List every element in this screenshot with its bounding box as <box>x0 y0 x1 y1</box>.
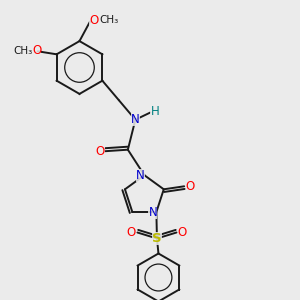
Text: CH₃: CH₃ <box>99 15 119 26</box>
Text: O: O <box>32 44 41 57</box>
Text: N: N <box>148 206 157 219</box>
Text: N: N <box>131 113 140 126</box>
Text: CH₃: CH₃ <box>13 46 32 56</box>
Text: O: O <box>178 226 187 239</box>
Text: H: H <box>151 105 159 118</box>
Text: O: O <box>89 14 98 27</box>
Text: O: O <box>127 226 136 239</box>
Text: N: N <box>136 169 145 182</box>
Text: O: O <box>185 180 195 193</box>
Text: S: S <box>152 232 162 245</box>
Text: O: O <box>95 145 105 158</box>
